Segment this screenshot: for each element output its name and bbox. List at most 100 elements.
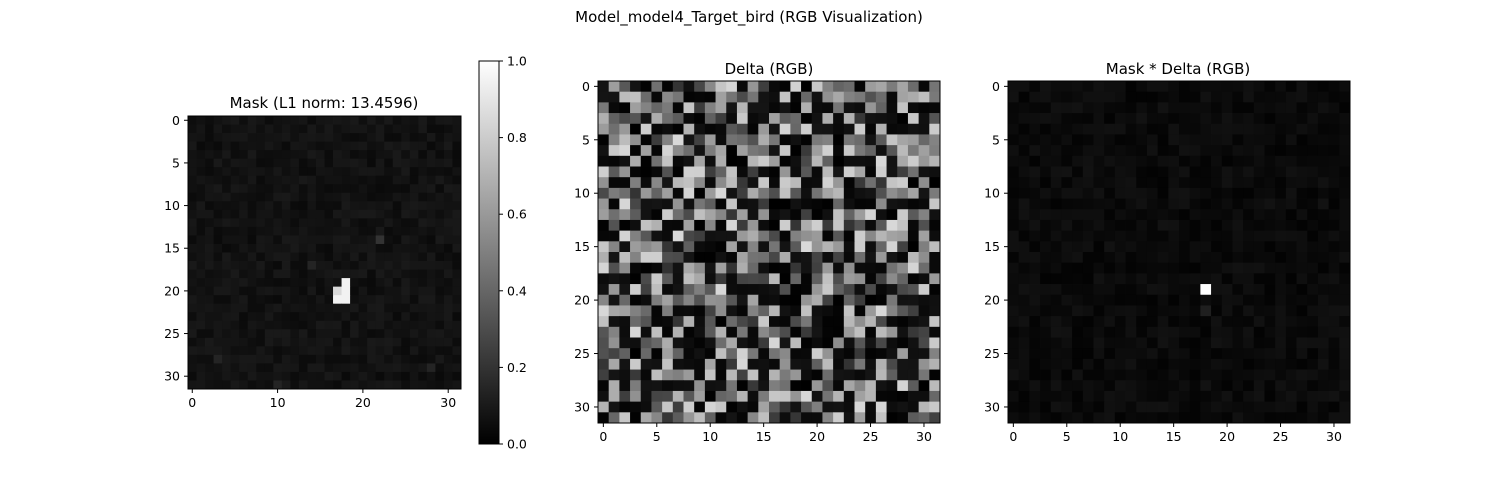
heatmap-cell [662, 294, 674, 306]
heatmap-cell [350, 346, 360, 356]
heatmap-cell [315, 278, 325, 288]
heatmap-cell [907, 294, 920, 306]
heatmap-cell [736, 412, 749, 424]
heatmap-cell [704, 358, 716, 370]
heatmap-cell [769, 369, 781, 381]
heatmap-cell [1307, 380, 1319, 392]
heatmap-cell [333, 312, 342, 322]
heatmap-cell [715, 145, 727, 157]
heatmap-cell [1125, 91, 1137, 103]
heatmap-cell [1008, 273, 1020, 285]
heatmap-cell [1008, 380, 1020, 392]
heatmap-cell [298, 226, 308, 236]
heatmap-cell [1339, 369, 1351, 381]
heatmap-cell [375, 346, 385, 356]
heatmap-cell [598, 412, 610, 424]
heatmap-cell [1082, 155, 1094, 167]
heatmap-cell [307, 175, 317, 185]
heatmap-cell [1061, 209, 1073, 221]
heatmap-cell [1125, 134, 1137, 146]
heatmap-cell [811, 209, 823, 221]
heatmap-cell [1029, 316, 1041, 328]
heatmap-cell [833, 145, 845, 157]
heatmap-cell [401, 124, 411, 134]
heatmap-cell [264, 354, 274, 364]
heatmap-cell [1146, 123, 1159, 135]
heatmap-cell [1008, 81, 1020, 93]
heatmap-cell [1146, 219, 1159, 232]
heatmap-cell [298, 371, 308, 381]
heatmap-cell [918, 358, 930, 370]
heatmap-cell [1082, 102, 1094, 114]
heatmap-cell [1243, 252, 1255, 264]
heatmap-cell [247, 133, 257, 142]
heatmap-cell [264, 278, 274, 288]
heatmap-cell [290, 226, 300, 236]
heatmap-cell [333, 192, 342, 202]
heatmap-cell [619, 209, 631, 221]
heatmap-cell [907, 155, 920, 167]
heatmap-cell [1296, 294, 1308, 306]
heatmap-cell [1136, 326, 1148, 338]
y-tick-label: 25 [984, 346, 1000, 361]
heatmap-cell [704, 390, 716, 403]
heatmap-cell [205, 243, 214, 253]
heatmap-cell [315, 363, 325, 373]
heatmap-cell [358, 363, 368, 373]
heatmap-cell [897, 166, 909, 178]
heatmap-cell [1200, 273, 1212, 285]
heatmap-cell [1211, 273, 1223, 285]
heatmap-cell [1061, 187, 1073, 199]
heatmap-cell [758, 337, 770, 349]
heatmap-cell [1104, 369, 1116, 381]
heatmap-cell [1296, 380, 1308, 392]
heatmap-cell [1018, 198, 1030, 210]
heatmap-cell [1211, 241, 1223, 253]
heatmap-cell [1114, 145, 1126, 157]
heatmap-cell [307, 124, 317, 134]
heatmap-cell [256, 150, 266, 160]
heatmap-cell [843, 91, 855, 103]
heatmap-cell [630, 102, 642, 114]
heatmap-cell [1146, 401, 1159, 413]
heatmap-cell [315, 243, 325, 253]
heatmap-cell [256, 218, 266, 228]
heatmap-cell [1008, 337, 1020, 349]
heatmap-cell [1061, 252, 1073, 264]
heatmap-cell [1050, 177, 1062, 189]
heatmap-cell [392, 175, 402, 185]
heatmap-cell [1253, 348, 1265, 360]
heatmap-cell [640, 348, 652, 360]
heatmap-cell [409, 141, 419, 151]
heatmap-cell [307, 278, 317, 288]
heatmap-cell [324, 303, 334, 313]
heatmap-cell [630, 252, 642, 264]
heatmap-cell [758, 241, 770, 253]
heatmap-cell [1189, 294, 1201, 306]
heatmap-cell [239, 184, 249, 194]
heatmap-cell [875, 187, 887, 199]
heatmap-cell [1264, 252, 1276, 264]
heatmap-cell [230, 286, 240, 296]
heatmap-cell [426, 269, 436, 279]
heatmap-cell [1018, 284, 1030, 296]
heatmap-cell [409, 133, 419, 142]
heatmap-cell [196, 286, 206, 296]
heatmap-cell [662, 390, 674, 403]
heatmap-cell [196, 252, 206, 262]
heatmap-cell [222, 218, 232, 228]
heatmap-cell [608, 123, 620, 135]
heatmap-cell [854, 123, 866, 135]
heatmap-cell [239, 354, 249, 364]
heatmap-cell [640, 273, 652, 285]
heatmap-cell [822, 230, 834, 242]
heatmap-cell [188, 192, 197, 202]
heatmap-cell [1029, 145, 1041, 157]
heatmap-cell [1253, 380, 1265, 392]
heatmap-cell [822, 166, 834, 178]
heatmap-cell [1114, 134, 1126, 146]
heatmap-cell [822, 219, 834, 232]
heatmap-cell [854, 305, 866, 317]
heatmap-cell [1136, 262, 1148, 274]
